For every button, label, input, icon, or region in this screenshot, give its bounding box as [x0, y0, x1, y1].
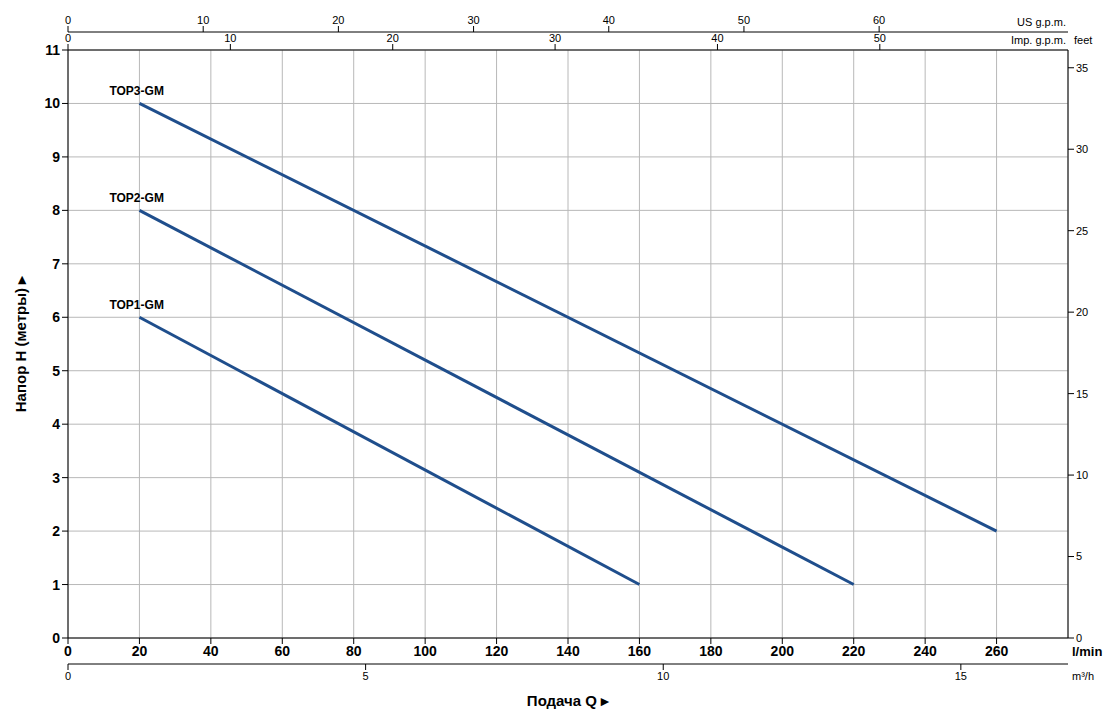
svg-text:m³/h: m³/h: [1072, 670, 1094, 682]
svg-text:3: 3: [52, 470, 60, 486]
svg-text:9: 9: [52, 149, 60, 165]
svg-text:180: 180: [699, 643, 723, 659]
svg-text:20: 20: [332, 14, 344, 26]
svg-text:240: 240: [913, 643, 937, 659]
svg-text:10: 10: [224, 32, 236, 44]
svg-text:11: 11: [45, 42, 60, 58]
svg-text:0: 0: [64, 643, 72, 659]
svg-text:15: 15: [955, 670, 967, 682]
svg-text:5: 5: [363, 670, 369, 682]
svg-text:US g.p.m.: US g.p.m.: [1017, 16, 1066, 28]
svg-text:10: 10: [197, 14, 209, 26]
svg-text:25: 25: [1076, 225, 1088, 237]
svg-text:4: 4: [52, 416, 60, 432]
svg-text:TOP3-GM: TOP3-GM: [109, 84, 163, 98]
svg-text:feet: feet: [1074, 34, 1092, 46]
svg-text:10: 10: [1076, 469, 1088, 481]
svg-text:30: 30: [549, 32, 561, 44]
svg-text:50: 50: [738, 14, 750, 26]
svg-text:40: 40: [603, 14, 615, 26]
svg-text:20: 20: [1076, 306, 1088, 318]
svg-text:10: 10: [657, 670, 669, 682]
svg-text:8: 8: [52, 202, 60, 218]
svg-text:60: 60: [873, 14, 885, 26]
svg-text:30: 30: [1076, 143, 1088, 155]
svg-text:260: 260: [985, 643, 1009, 659]
svg-text:1: 1: [52, 577, 60, 593]
svg-text:0: 0: [52, 630, 60, 646]
svg-text:Напор H (метры) ▸: Напор H (метры) ▸: [12, 275, 29, 412]
svg-text:15: 15: [1076, 388, 1088, 400]
svg-text:Imp. g.p.m.: Imp. g.p.m.: [1011, 34, 1066, 46]
svg-text:0: 0: [1076, 632, 1082, 644]
svg-text:120: 120: [485, 643, 509, 659]
svg-text:80: 80: [346, 643, 362, 659]
svg-text:TOP1-GM: TOP1-GM: [109, 298, 163, 312]
svg-text:200: 200: [771, 643, 795, 659]
svg-text:50: 50: [874, 32, 886, 44]
svg-text:10: 10: [44, 95, 60, 111]
svg-text:140: 140: [556, 643, 580, 659]
svg-text:Подача Q ▸: Подача Q ▸: [527, 692, 610, 709]
svg-text:20: 20: [387, 32, 399, 44]
svg-text:0: 0: [65, 670, 71, 682]
svg-text:5: 5: [52, 363, 60, 379]
svg-text:160: 160: [628, 643, 652, 659]
svg-text:0: 0: [65, 14, 71, 26]
svg-text:l/min: l/min: [1072, 644, 1102, 659]
svg-text:100: 100: [413, 643, 437, 659]
svg-text:2: 2: [52, 523, 60, 539]
svg-text:40: 40: [711, 32, 723, 44]
svg-text:20: 20: [132, 643, 148, 659]
svg-text:40: 40: [203, 643, 219, 659]
svg-text:6: 6: [52, 309, 60, 325]
svg-text:60: 60: [274, 643, 290, 659]
svg-text:0: 0: [65, 32, 71, 44]
svg-text:5: 5: [1076, 550, 1082, 562]
svg-text:7: 7: [52, 256, 60, 272]
svg-text:30: 30: [467, 14, 479, 26]
svg-text:TOP2-GM: TOP2-GM: [109, 191, 163, 205]
svg-text:220: 220: [842, 643, 866, 659]
svg-text:35: 35: [1076, 62, 1088, 74]
